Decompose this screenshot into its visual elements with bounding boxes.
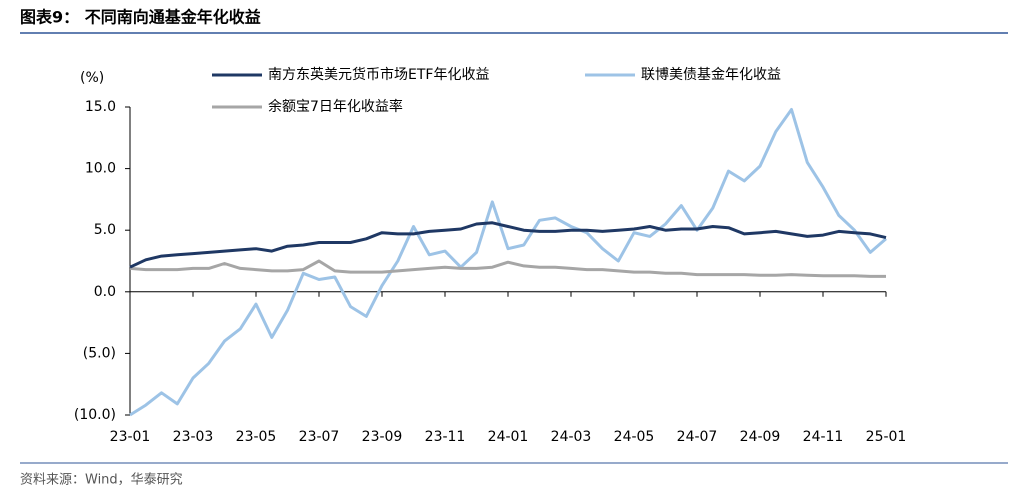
x-tick-label: 23-03 [173, 429, 214, 445]
x-tick-label: 24-09 [740, 429, 781, 445]
line-series [129, 259, 886, 278]
y-tick-label: (10.0) [74, 407, 116, 423]
legend-label: 联博美债基金年化收益 [641, 66, 781, 83]
x-tick-label: 24-11 [803, 429, 844, 445]
source: 资料来源：Wind，华泰研究 [20, 473, 183, 488]
x-tick-label: 24-05 [614, 429, 655, 445]
chart-title: 图表9： 不同南向通基金年化收益 [20, 8, 261, 27]
y-tick-label: (5.0) [83, 345, 116, 361]
y-tick-label: 15.0 [85, 99, 116, 115]
y-tick-label: 0.0 [94, 284, 116, 300]
line-series [129, 221, 887, 269]
x-tick-label: 24-03 [551, 429, 592, 445]
x-tick-label: 23-05 [236, 429, 277, 445]
x-tick-label: 23-09 [362, 429, 403, 445]
x-tick-label: 23-11 [425, 429, 466, 445]
legend-label: 南方东英美元货币市场ETF年化收益 [268, 66, 489, 83]
y-tick-label: 5.0 [94, 222, 116, 238]
y-tick-label: 10.0 [85, 161, 116, 177]
x-tick-label: 24-01 [488, 429, 529, 445]
x-tick-label: 23-07 [299, 429, 340, 445]
x-tick-label: 23-01 [110, 429, 151, 445]
y-unit: (%) [80, 70, 104, 86]
legend-label: 余额宝7日年化收益率 [268, 98, 403, 115]
x-tick-label: 24-07 [677, 429, 718, 445]
x-tick-label: 25-01 [866, 429, 907, 445]
line-series [129, 108, 887, 417]
